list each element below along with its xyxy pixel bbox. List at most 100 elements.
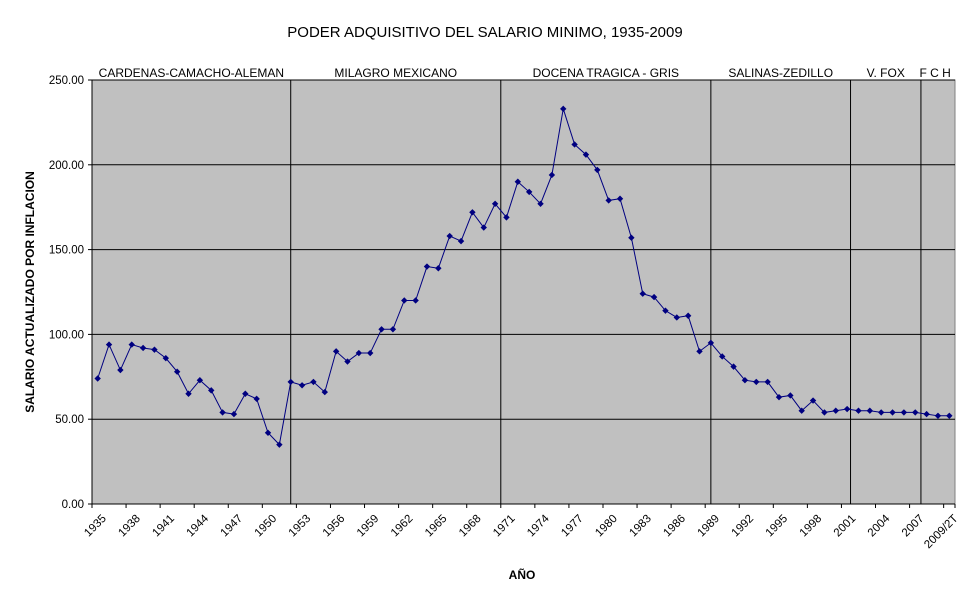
data-point [185,390,192,397]
data-point [946,412,953,420]
x-tick-label: 2001 [832,513,859,540]
period-labels: CARDENAS-CAMACHO-ALEMAN MILAGRO MEXICANO D… [99,66,951,80]
data-point [594,166,601,174]
x-tick-label: 2004 [866,512,893,539]
data-point [310,378,317,386]
data-point [503,214,510,221]
data-point [548,171,556,179]
data-point [628,234,635,241]
data-point [423,263,431,270]
data-point [582,151,590,158]
data-point [889,409,896,416]
data-point [900,409,908,416]
x-tick-label: 1953 [287,513,314,540]
data-point [117,366,124,374]
chart-title: PODER ADQUISITIVO DEL SALARIO MINIMO, 19… [287,24,682,41]
period-label: DOCENA TRAGICA - GRIS [533,66,679,80]
data-point [219,409,226,416]
data-point [821,409,828,416]
x-tick-label: 1968 [457,513,484,540]
data-point [435,265,442,272]
data-point [469,209,476,216]
data-point [480,224,487,231]
data-points [94,105,953,448]
x-tick-label: 1941 [150,513,177,540]
data-point [560,105,567,113]
data-point [571,141,578,148]
data-point [684,312,692,319]
x-tick-label: 1998 [798,513,825,540]
data-point [877,409,885,416]
data-point [719,353,726,360]
data-point [514,178,522,185]
data-point [639,290,646,297]
y-tick-label: 200.00 [49,160,84,172]
y-tick-label: 50.00 [55,414,84,426]
x-tick-label: 1983 [627,513,654,540]
period-label: CARDENAS-CAMACHO-ALEMAN [99,66,284,80]
data-point [321,388,328,396]
x-tick-label: 1986 [661,513,688,540]
y-tick-label: 250.00 [49,75,84,87]
data-point [367,349,374,357]
data-point [730,363,737,370]
plot-area [91,79,956,505]
data-point [605,197,612,204]
data-point [276,441,283,448]
x-tick-label: 1956 [321,513,348,540]
series-line [97,108,950,446]
data-point [287,378,294,386]
data-point [616,195,624,202]
data-point [662,307,669,314]
data-point [787,392,794,399]
gridlines [92,79,955,420]
x-tick-label: 1962 [389,513,416,540]
data-point [389,326,397,333]
data-point [105,341,113,348]
x-tick-label: 1965 [423,513,450,540]
data-point [457,237,465,245]
y-tick-label: 0.00 [62,499,84,511]
x-tick-label: 1971 [491,513,518,540]
data-point [741,376,749,384]
data-point [162,354,170,362]
period-label: SALINAS-ZEDILLO [728,66,833,80]
data-point [253,395,260,403]
data-point [298,382,306,389]
data-point [332,348,340,355]
x-axis-title: AÑO [509,567,536,582]
y-axis-ticks: 0.00 50.00 100.00 150.00 200.00 250.00 [49,75,955,511]
data-point [923,410,930,418]
x-tick-label: 1992 [730,513,757,540]
x-tick-label: 1959 [355,513,382,540]
data-point [446,232,453,240]
x-tick-label: 2007 [900,513,927,540]
data-point [855,407,862,414]
period-label: V. FOX [867,66,905,80]
data-point [832,407,839,414]
data-point [764,378,771,386]
y-axis-title: SALARIO ACTUALIZADO POR INFLACION [23,171,37,413]
x-tick-label: 1947 [219,513,246,540]
data-point [866,407,874,414]
x-tick-label: 1995 [764,513,791,540]
data-point [344,358,351,365]
x-tick-label: 1977 [559,513,586,540]
x-tick-label: 1950 [253,513,280,540]
x-tick-label: 1974 [525,512,552,539]
data-point [843,405,851,413]
y-tick-label: 150.00 [49,245,84,257]
x-tick-label: 1989 [695,513,722,540]
data-point [412,297,419,304]
data-point [650,293,658,301]
data-point [798,407,805,414]
y-tick-label: 100.00 [49,329,84,341]
data-point [94,375,101,382]
data-point [378,326,385,333]
data-point [128,341,135,348]
data-point [139,344,147,352]
data-point [707,339,715,347]
x-tick-label: 1935 [82,513,109,540]
data-point [196,376,204,384]
